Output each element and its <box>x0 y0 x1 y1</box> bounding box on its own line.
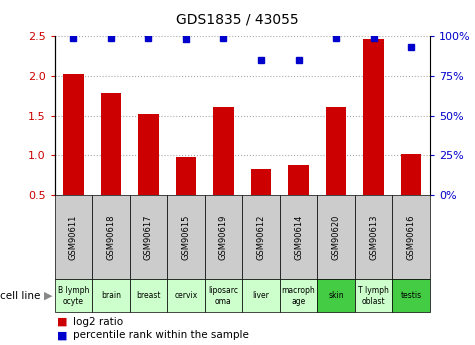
Bar <box>55 279 92 312</box>
Bar <box>130 195 167 279</box>
Text: GDS1835 / 43055: GDS1835 / 43055 <box>176 12 299 26</box>
Bar <box>401 155 421 195</box>
Text: GSM90612: GSM90612 <box>256 215 266 260</box>
Text: T lymph
oblast: T lymph oblast <box>358 286 389 306</box>
Text: percentile rank within the sample: percentile rank within the sample <box>73 331 248 340</box>
Text: liver: liver <box>253 291 269 300</box>
Bar <box>55 195 92 279</box>
Bar <box>92 279 130 312</box>
Text: GSM90613: GSM90613 <box>369 215 378 260</box>
Text: ▶: ▶ <box>44 291 53 301</box>
Bar <box>392 195 430 279</box>
Text: GSM90611: GSM90611 <box>69 215 78 260</box>
Bar <box>288 165 309 195</box>
Text: GSM90620: GSM90620 <box>332 215 341 260</box>
Text: B lymph
ocyte: B lymph ocyte <box>57 286 89 306</box>
Bar <box>355 195 392 279</box>
Bar <box>176 157 196 195</box>
Text: brain: brain <box>101 291 121 300</box>
Text: log2 ratio: log2 ratio <box>73 317 123 326</box>
Bar <box>205 279 242 312</box>
Text: testis: testis <box>400 291 422 300</box>
Text: GSM90615: GSM90615 <box>181 215 190 260</box>
Text: liposarc
oma: liposarc oma <box>209 286 238 306</box>
Bar <box>101 93 121 195</box>
Bar <box>355 279 392 312</box>
Bar <box>92 195 130 279</box>
Bar <box>392 279 430 312</box>
Bar <box>63 74 84 195</box>
Bar <box>205 195 242 279</box>
Text: ■: ■ <box>57 317 67 326</box>
Bar <box>130 279 167 312</box>
Bar <box>242 279 280 312</box>
Bar <box>280 279 317 312</box>
Bar <box>251 169 271 195</box>
Text: cell line: cell line <box>0 291 41 301</box>
Text: ■: ■ <box>57 331 67 340</box>
Text: GSM90616: GSM90616 <box>407 215 416 260</box>
Bar <box>280 195 317 279</box>
Bar <box>167 195 205 279</box>
Text: skin: skin <box>328 291 344 300</box>
Bar <box>138 114 159 195</box>
Bar <box>317 279 355 312</box>
Bar <box>326 107 346 195</box>
Bar <box>213 107 234 195</box>
Text: GSM90619: GSM90619 <box>219 215 228 260</box>
Text: GSM90614: GSM90614 <box>294 215 303 260</box>
Bar <box>363 39 384 195</box>
Text: breast: breast <box>136 291 161 300</box>
Bar <box>317 195 355 279</box>
Bar <box>167 279 205 312</box>
Bar <box>242 195 280 279</box>
Text: macroph
age: macroph age <box>282 286 315 306</box>
Text: cervix: cervix <box>174 291 198 300</box>
Text: GSM90617: GSM90617 <box>144 215 153 260</box>
Text: GSM90618: GSM90618 <box>106 215 115 260</box>
